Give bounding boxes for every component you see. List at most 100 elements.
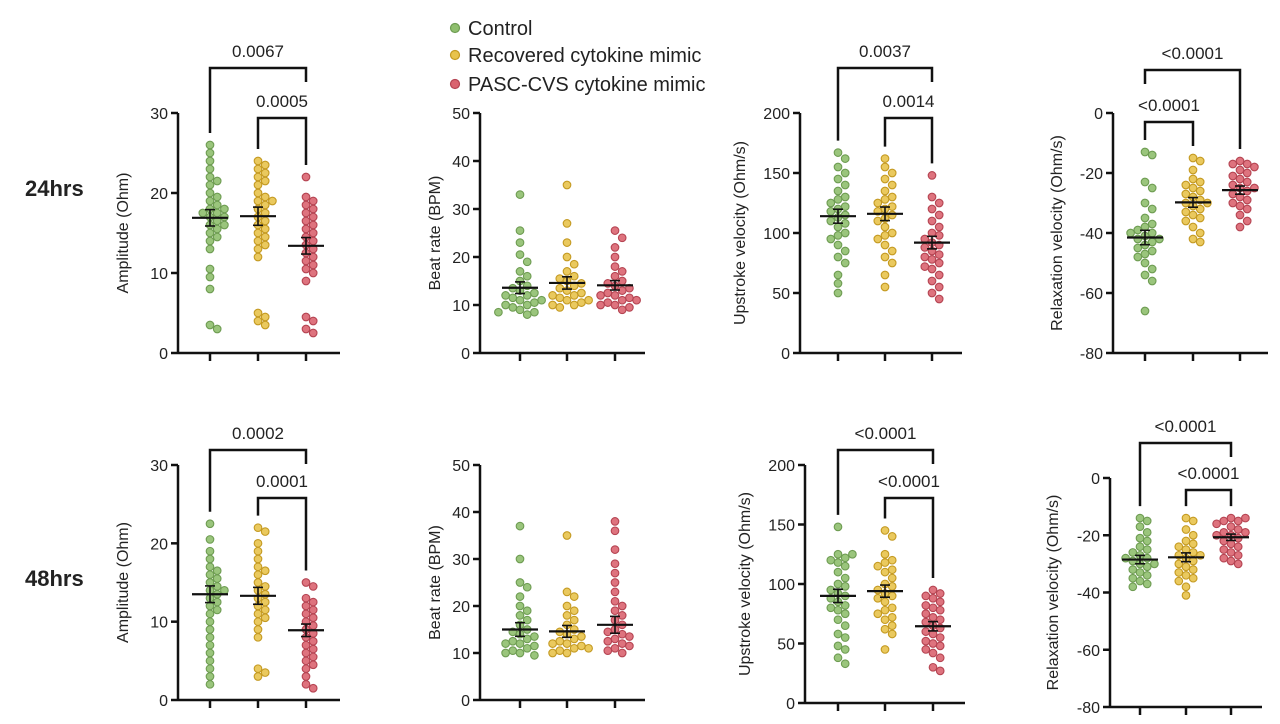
data-point <box>833 641 843 651</box>
data-point <box>1174 559 1184 569</box>
data-point <box>253 308 263 318</box>
legend-item-recovered: Recovered cytokine mimic <box>449 45 701 67</box>
data-point <box>205 244 215 254</box>
data-point <box>1147 219 1157 229</box>
bracket-line <box>208 448 308 512</box>
data-point <box>515 601 525 611</box>
data-point <box>833 279 843 288</box>
data-point <box>253 538 263 548</box>
data-point <box>833 252 843 262</box>
y-tick-label: 0 <box>159 346 168 363</box>
data-point <box>205 196 215 206</box>
y-axis-label: Relaxation velocity (Ohm/s) <box>1049 135 1066 331</box>
data-point <box>205 140 215 150</box>
data-point <box>515 554 525 564</box>
significance-bracket: 0.0001 <box>256 472 308 571</box>
data-point <box>1128 573 1138 583</box>
data-point <box>1188 234 1198 244</box>
data-point <box>1181 180 1191 190</box>
p-value-label: 0.0037 <box>859 42 911 61</box>
data-point <box>253 156 263 166</box>
data-point <box>212 605 222 615</box>
y-tick-label: 30 <box>150 106 168 123</box>
data-point <box>569 592 579 601</box>
data-point <box>1242 177 1252 187</box>
data-point <box>212 176 222 186</box>
data-point <box>880 282 890 292</box>
data-point <box>934 294 944 304</box>
data-point <box>253 562 263 572</box>
data-point <box>603 646 613 656</box>
legend-marker-pasc <box>449 78 461 90</box>
y-tick-label: 40 <box>452 505 470 522</box>
p-value-label: <0.0001 <box>1138 96 1200 115</box>
data-point <box>1212 519 1221 529</box>
data-point <box>1188 210 1198 220</box>
data-point <box>584 643 593 653</box>
data-point <box>515 578 525 587</box>
data-point <box>833 270 843 280</box>
data-point <box>928 593 938 603</box>
data-point <box>833 240 843 250</box>
data-point <box>205 236 215 246</box>
data-point <box>562 601 572 611</box>
data-point <box>1235 201 1245 211</box>
y-tick-label: 30 <box>452 552 470 569</box>
data-point <box>253 546 263 556</box>
data-point <box>1140 258 1150 268</box>
data-point <box>873 609 883 619</box>
data-point <box>562 531 572 540</box>
data-point <box>1133 243 1143 253</box>
data-point <box>1181 562 1191 572</box>
data-point <box>1226 513 1236 523</box>
data-point <box>253 236 263 246</box>
data-point <box>1140 147 1150 157</box>
data-point <box>508 636 518 646</box>
data-point <box>205 664 215 674</box>
group-recovered <box>873 526 897 654</box>
data-point <box>610 545 620 554</box>
legend-label-pasc: PASC-CVS cytokine mimic <box>468 74 705 96</box>
data-point <box>880 270 890 280</box>
data-point <box>887 621 897 631</box>
data-point <box>921 609 931 619</box>
data-point <box>935 633 945 642</box>
data-point <box>625 293 634 303</box>
data-point <box>617 629 627 639</box>
data-point <box>887 168 897 178</box>
data-point <box>555 293 565 303</box>
data-point <box>826 198 836 208</box>
data-point <box>880 195 890 204</box>
data-point <box>205 679 215 689</box>
data-point <box>260 613 270 623</box>
data-point <box>1235 222 1245 232</box>
p-value-label: 0.0005 <box>256 92 308 111</box>
data-point <box>1188 174 1198 184</box>
data-point <box>260 312 270 322</box>
data-point <box>205 640 215 650</box>
data-point <box>887 612 897 622</box>
data-point <box>530 307 539 317</box>
data-point <box>625 303 634 312</box>
y-axis-label: Relaxation velocity (Ohm/s) <box>1045 495 1062 691</box>
data-point <box>873 585 883 595</box>
data-point <box>617 611 627 620</box>
data-point <box>253 664 263 674</box>
group-recovered <box>873 154 897 292</box>
data-point <box>205 546 215 556</box>
data-point <box>1140 177 1150 187</box>
data-point <box>260 582 270 591</box>
data-point <box>887 180 897 190</box>
data-point <box>205 672 215 681</box>
data-point <box>880 174 890 184</box>
data-point <box>880 597 890 607</box>
group-pasc <box>603 517 634 658</box>
bracket-line <box>256 496 308 571</box>
data-point <box>921 591 931 601</box>
data-point <box>1147 246 1157 256</box>
group-pasc <box>920 171 944 304</box>
data-point <box>205 632 215 642</box>
data-point <box>515 611 525 620</box>
data-point <box>522 615 532 625</box>
data-point <box>617 267 627 276</box>
